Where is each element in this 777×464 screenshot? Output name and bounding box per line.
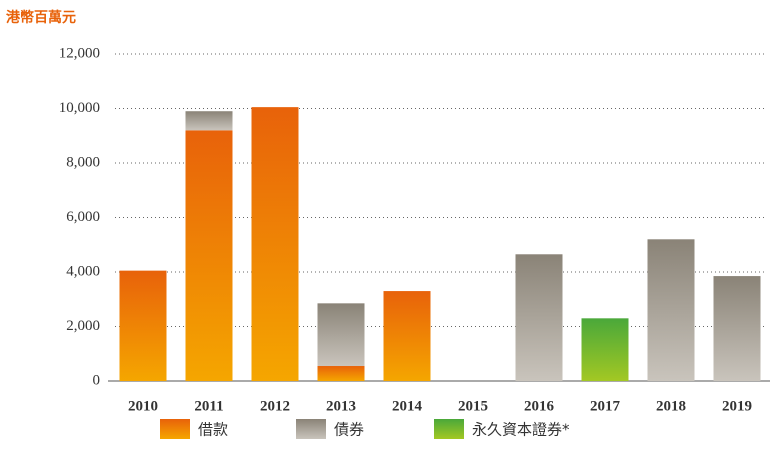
x-tick-label: 2016 [524,398,555,414]
bar-segment [515,254,563,381]
y-tick-label: 10,000 [59,100,100,116]
bar-segment [251,107,299,381]
bar-segment [185,130,233,381]
legend-label: 債券 [334,421,364,439]
bar-segment [317,303,365,367]
legend-label: 借款 [198,421,228,439]
bar-segment [581,318,629,381]
y-tick-label: 12,000 [59,45,100,61]
bar-segment [185,111,233,131]
x-tick-label: 2011 [194,398,223,414]
y-tick-label: 8,000 [66,154,100,170]
legend-swatch [296,419,326,439]
y-tick-label: 2,000 [66,318,100,334]
x-tick-label: 2017 [590,398,621,414]
x-tick-label: 2013 [326,398,356,414]
legend-swatch [160,419,190,439]
x-tick-label: 2014 [392,398,423,414]
bar-segment [119,270,167,381]
bar-segment [383,291,431,381]
y-tick-label: 0 [93,372,101,388]
y-axis-label: 港幣百萬元 [6,9,76,26]
legend-label: 永久資本證券* [472,421,570,439]
x-tick-label: 2018 [656,398,686,414]
legend-swatch [434,419,464,439]
bar-segment [317,366,365,381]
x-tick-label: 2015 [458,398,488,414]
y-tick-label: 4,000 [66,263,100,279]
bar-segment [647,239,695,381]
bar-segment [713,276,761,381]
x-tick-label: 2012 [260,398,290,414]
x-tick-label: 2019 [722,398,752,414]
x-tick-label: 2010 [128,398,158,414]
y-tick-label: 6,000 [66,209,100,225]
